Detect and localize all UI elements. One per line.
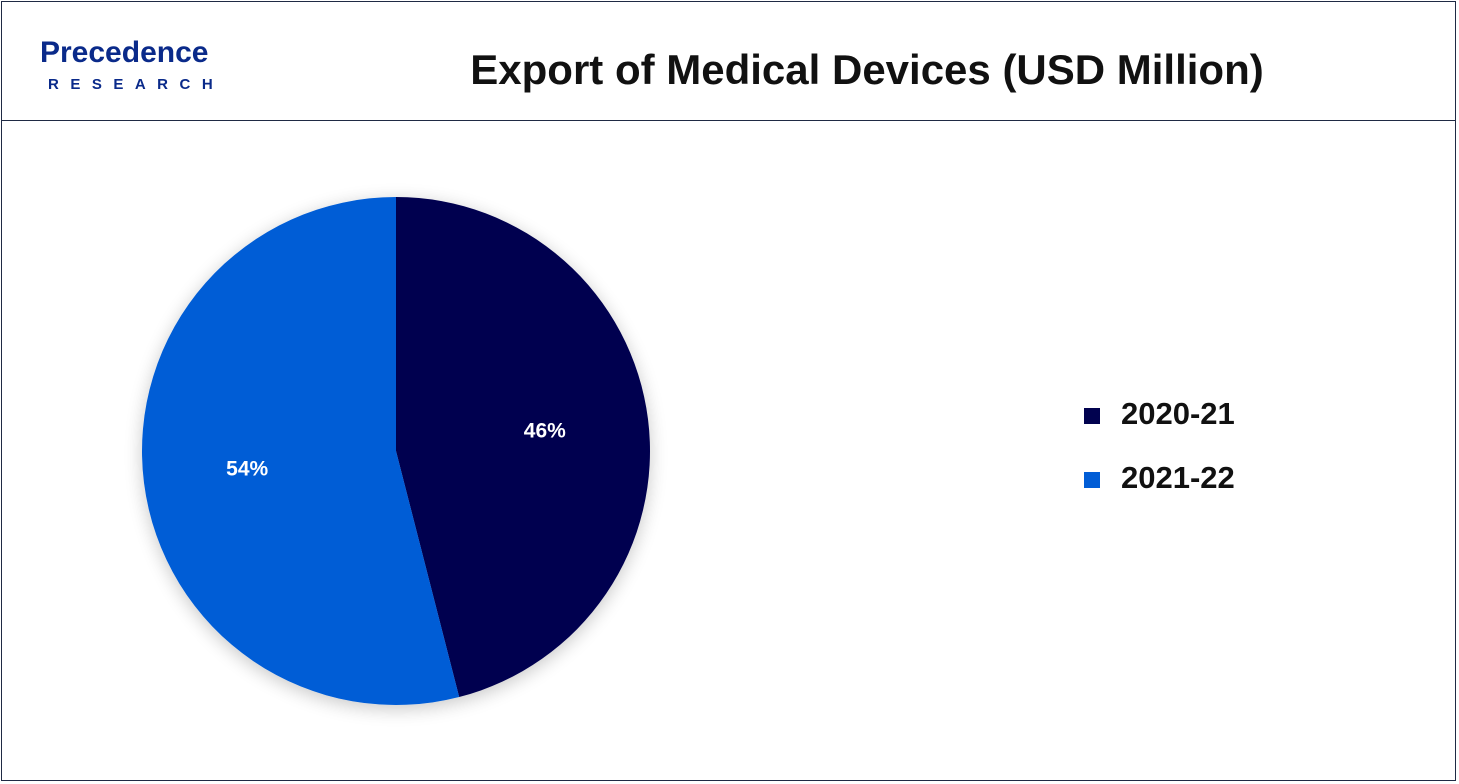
pie-labels: 46% 54% — [226, 420, 566, 481]
logo-wordmark: Precedence — [40, 36, 209, 69]
chart-title: Export of Medical Devices (USD Million) — [470, 46, 1264, 93]
legend-label-2021-22: 2021-22 — [1121, 460, 1235, 495]
chart-header: Precedence RESEARCH Export of Medical De… — [2, 2, 1455, 121]
legend-swatch-2021-22 — [1084, 472, 1100, 488]
legend-swatch-2020-21 — [1084, 408, 1100, 424]
logo-subtitle: RESEARCH — [48, 76, 225, 93]
precedence-research-logo: Precedence RESEARCH — [40, 36, 270, 100]
pie-slice-2021-22 — [142, 197, 460, 705]
pie-slice-2020-21 — [396, 197, 651, 698]
legend-label-2020-21: 2020-21 — [1121, 396, 1235, 431]
pie-label-2021-22: 54% — [226, 457, 268, 480]
pie-label-2020-21: 46% — [524, 420, 566, 443]
pie-slices — [142, 197, 651, 705]
